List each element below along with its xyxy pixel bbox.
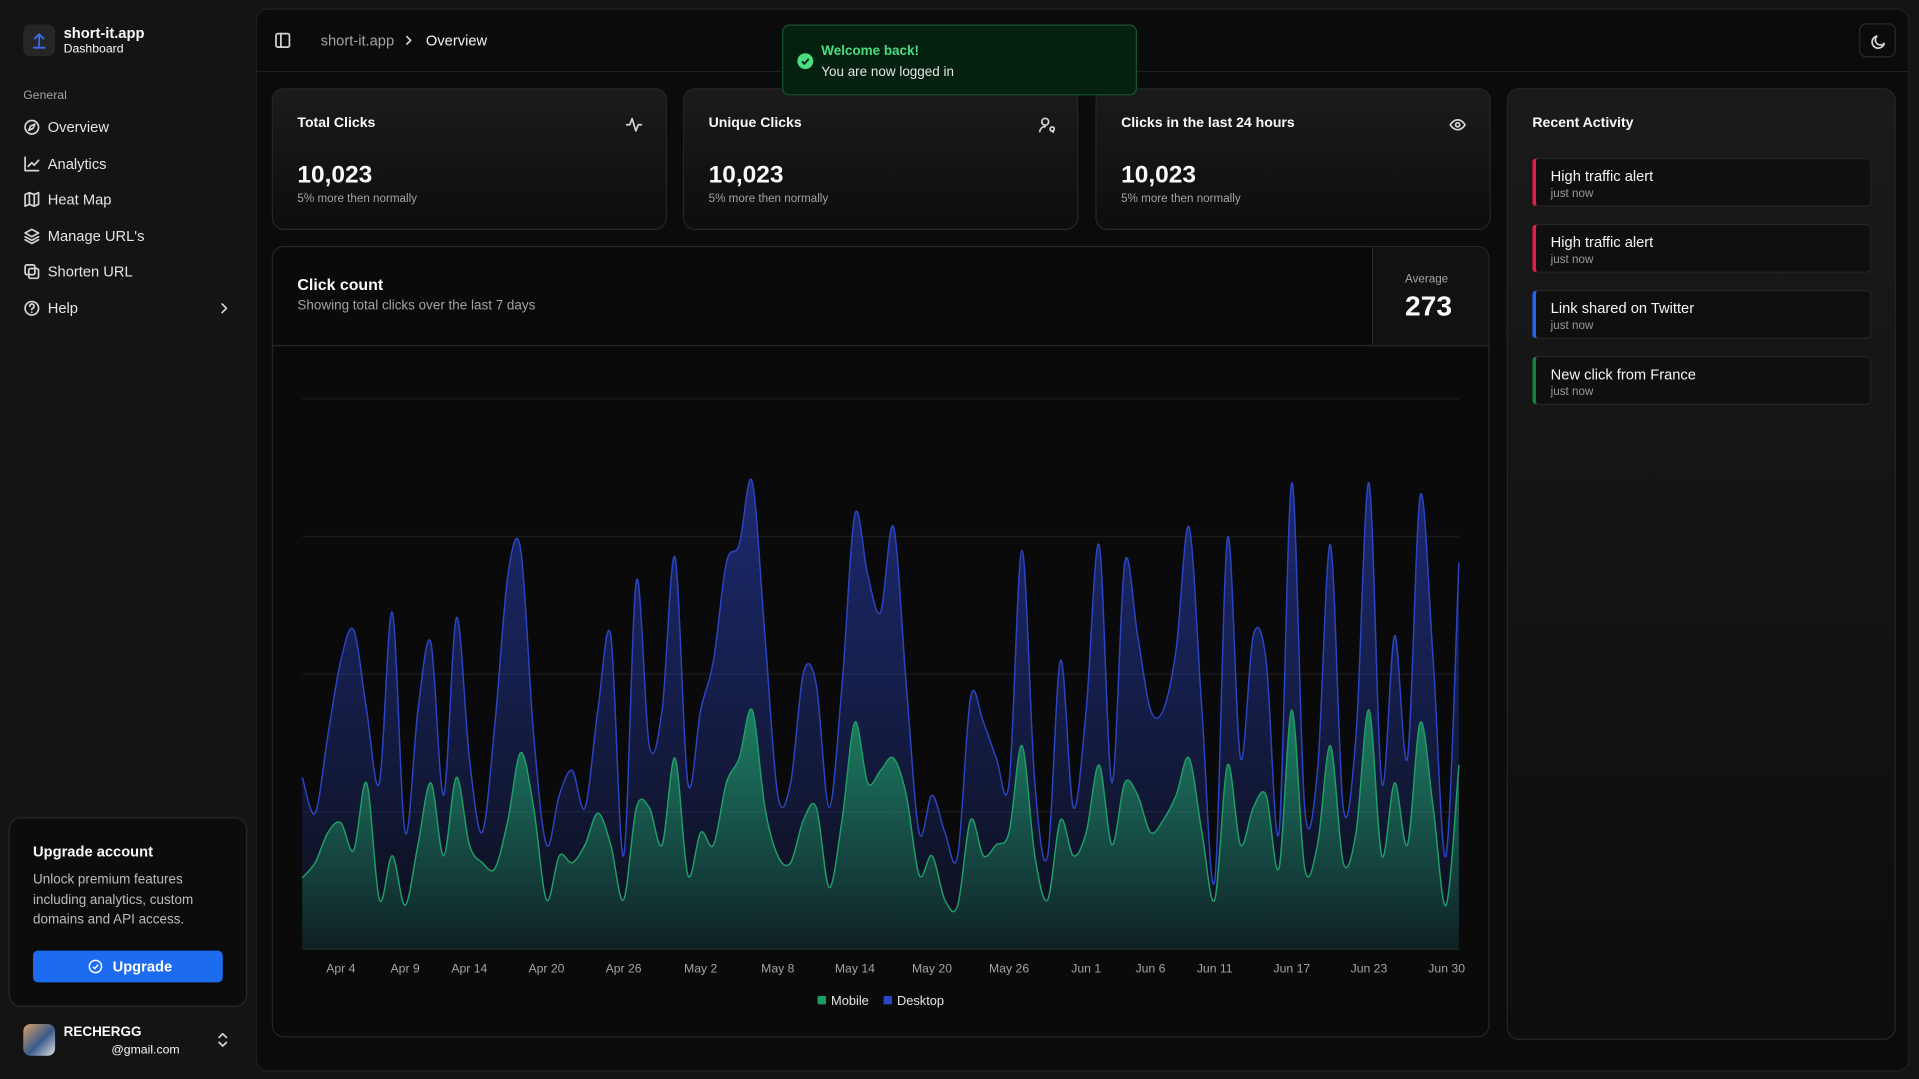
x-tick-label: May 26 <box>989 962 1029 976</box>
breadcrumb-sep <box>406 35 412 45</box>
stat-icon <box>625 117 643 132</box>
x-tick-label: May 8 <box>761 962 794 976</box>
x-tick-label: Apr 14 <box>451 962 487 976</box>
brand-name: short-it.app <box>63 24 145 42</box>
series-line <box>301 708 1460 913</box>
upgrade-card: Upgrade account Unlock premium features … <box>8 817 248 1007</box>
stat-note: 5% more then normally <box>708 192 829 206</box>
legend-swatch <box>883 995 893 1005</box>
stat-icon <box>1038 117 1056 133</box>
nav-item[interactable]: Shorten URL <box>47 263 133 281</box>
x-tick-label: May 2 <box>684 962 717 976</box>
chevron[interactable] <box>217 301 232 316</box>
nav-item[interactable]: Help <box>47 299 78 317</box>
activity-item-time: just now <box>1550 187 1594 201</box>
upgrade-title: Upgrade account <box>33 842 154 861</box>
upgrade-button[interactable]: Upgrade <box>33 950 223 983</box>
nav-icon <box>24 264 40 280</box>
chart-subtitle: Showing total clicks over the last 7 day… <box>297 298 536 314</box>
activity-item-title: New click from France <box>1550 365 1696 383</box>
average-box: Average 273 <box>1373 247 1489 345</box>
activity-item[interactable]: High traffic alert just now <box>1532 223 1872 273</box>
nav-icon <box>24 191 40 207</box>
activity-title: Recent Activity <box>1532 116 1634 131</box>
brand-subtitle: Dashboard <box>63 42 124 57</box>
stat-value: 10,023 <box>708 161 784 189</box>
x-tick-label: Jun 23 <box>1351 962 1388 976</box>
stat-card: Unique Clicks 10,023 5% more then normal… <box>682 88 1079 230</box>
stat-value: 10,023 <box>1121 161 1196 189</box>
toast-message: You are now logged in <box>821 64 954 80</box>
stat-title: Total Clicks <box>297 116 376 131</box>
stat-value: 10,023 <box>297 161 373 189</box>
legend-swatch <box>817 995 827 1005</box>
user-menu[interactable] <box>215 1031 230 1048</box>
upgrade-text: Unlock premium features including analyt… <box>33 872 194 928</box>
chart-title: Click count <box>297 275 384 294</box>
series-area <box>302 708 1459 950</box>
average-label: Average <box>1405 272 1449 287</box>
user-email: @gmail.com <box>111 1043 180 1058</box>
activity-item-time: just now <box>1550 385 1594 399</box>
series-line <box>301 478 1460 885</box>
toast[interactable]: Welcome back! You are now logged in <box>782 24 1138 96</box>
breadcrumb[interactable]: short-it.app <box>320 31 395 49</box>
x-tick-label: Jun 11 <box>1197 962 1233 976</box>
brand-logo[interactable] <box>23 24 56 57</box>
nav-item[interactable]: Heat Map <box>47 190 112 208</box>
stat-title: Clicks in the last 24 hours <box>1121 116 1295 131</box>
activity-item-time: just now <box>1550 319 1594 333</box>
average-value: 273 <box>1405 289 1453 322</box>
sidebar-toggle[interactable] <box>274 32 291 49</box>
x-tick-label: Jun 30 <box>1428 962 1465 976</box>
activity-item-title: High traffic alert <box>1550 233 1654 251</box>
breadcrumb: Overview <box>425 31 488 49</box>
legend-label: Desktop <box>897 993 944 1008</box>
stat-note: 5% more then normally <box>1121 192 1241 206</box>
divider <box>272 344 1489 347</box>
nav-icon <box>24 156 40 172</box>
activity-item[interactable]: High traffic alert just now <box>1532 157 1872 207</box>
theme-toggle[interactable] <box>1859 23 1896 58</box>
activity-item-title: Link shared on Twitter <box>1550 299 1695 317</box>
stat-title: Unique Clicks <box>708 116 802 131</box>
x-tick-label: Apr 9 <box>390 962 419 976</box>
toast-title: Welcome back! <box>821 44 920 59</box>
avatar[interactable] <box>23 1023 56 1056</box>
x-tick-label: Jun 1 <box>1071 962 1101 976</box>
stat-note: 5% more then normally <box>297 192 417 206</box>
nav-icon <box>24 300 40 316</box>
section-label: General <box>23 89 67 103</box>
area-chart: Apr 4 Apr 9 Apr 14 Apr 20 Apr 26 May 2 May 8 Ma… <box>301 398 1465 1008</box>
nav-icon <box>24 228 40 245</box>
activity-card: Recent Activity High traffic alert just n… <box>1506 88 1896 1040</box>
stat-card: Clicks in the last 24 hours 10,023 5% mo… <box>1095 88 1491 230</box>
x-tick-label: Jun 6 <box>1136 962 1166 976</box>
upgrade-button-label: Upgrade <box>112 957 173 976</box>
x-tick-label: Apr 26 <box>606 962 642 976</box>
x-tick-label: Apr 4 <box>326 962 355 976</box>
nav-item[interactable]: Overview <box>47 118 109 136</box>
stat-icon <box>1449 119 1466 131</box>
activity-item[interactable]: Link shared on Twitter just now <box>1532 289 1872 339</box>
x-tick-label: May 14 <box>835 962 875 976</box>
activity-item-time: just now <box>1550 253 1594 267</box>
divider <box>1371 247 1374 345</box>
x-tick-label: May 20 <box>912 962 952 976</box>
activity-item[interactable]: New click from France just now <box>1532 356 1872 405</box>
user-name: RECHERGG <box>63 1025 142 1040</box>
nav-icon <box>24 119 40 135</box>
x-tick-label: Apr 20 <box>528 962 564 976</box>
activity-item-title: High traffic alert <box>1550 167 1654 185</box>
stat-card: Total Clicks 10,023 5% more then normall… <box>271 88 668 230</box>
nav-item[interactable]: Manage URL's <box>47 227 145 245</box>
x-tick-label: Jun 17 <box>1273 962 1310 976</box>
legend-label: Mobile <box>831 993 869 1008</box>
nav-item[interactable]: Analytics <box>47 155 107 173</box>
